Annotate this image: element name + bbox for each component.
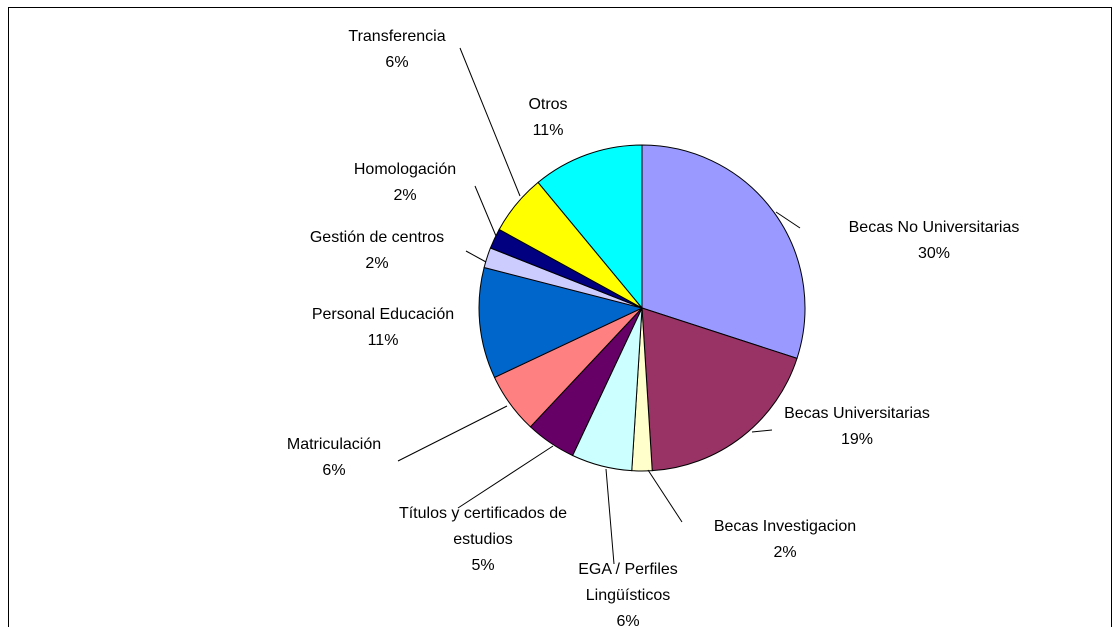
- slice-label: Matriculación 6%: [287, 432, 381, 484]
- leader-line: [647, 469, 683, 523]
- value-label: 6%: [322, 462, 346, 479]
- value-label: 2%: [365, 255, 389, 272]
- leader-line: [605, 468, 615, 565]
- pie-slice: [641, 144, 806, 360]
- category-name: Homologación: [353, 161, 457, 178]
- pie-slice: [478, 266, 644, 379]
- category-name: Transferencia: [348, 28, 446, 45]
- slice-label: EGA / Perfiles Lingüísticos 6%: [558, 557, 698, 627]
- value-label: 2%: [393, 187, 417, 204]
- category-name: Gestión de centros: [309, 229, 445, 246]
- slice-label: Gestión de centros 2%: [310, 225, 444, 277]
- value-label: 5%: [471, 557, 495, 574]
- chart-frame: [8, 7, 1112, 627]
- slice-label: Becas Investigacion 2%: [714, 514, 856, 566]
- pie-slice: [641, 307, 798, 472]
- slice-label: Becas Universitarias 19%: [784, 401, 930, 453]
- category-name: Becas No Universitarias: [848, 219, 1020, 236]
- leader-line: [397, 405, 508, 462]
- value-label: 19%: [840, 431, 874, 448]
- value-label: 2%: [773, 544, 797, 561]
- leader-line: [474, 185, 497, 237]
- slice-label: Homologación 2%: [354, 157, 456, 209]
- pie-slice: [537, 144, 643, 310]
- leader-line: [751, 429, 773, 433]
- category-name: Personal Educación: [311, 306, 455, 323]
- category-name: Otros: [528, 96, 568, 113]
- leader-line: [457, 445, 554, 509]
- slice-label: Títulos y certificados de estudios 5%: [378, 501, 588, 579]
- slice-label: Transferencia 6%: [348, 24, 445, 76]
- leader-line: [775, 211, 801, 229]
- category-name: Matriculación: [286, 436, 382, 453]
- value-label: 6%: [385, 54, 409, 71]
- slice-label: Personal Educación 11%: [312, 302, 454, 354]
- leader-line: [465, 250, 487, 263]
- value-label: 11%: [532, 122, 564, 139]
- value-label: 30%: [917, 245, 951, 262]
- category-name: Títulos y certificados de estudios: [398, 505, 568, 548]
- leader-line: [459, 47, 521, 197]
- value-label: 11%: [367, 332, 399, 349]
- category-name: Becas Investigacion: [713, 518, 857, 535]
- category-name: EGA / Perfiles Lingüísticos: [578, 561, 678, 604]
- value-label: 6%: [616, 613, 640, 627]
- category-name: Becas Universitarias: [784, 405, 930, 422]
- slice-label: Becas No Universitarias 30%: [849, 215, 1020, 267]
- slice-label: Otros 11%: [528, 92, 567, 144]
